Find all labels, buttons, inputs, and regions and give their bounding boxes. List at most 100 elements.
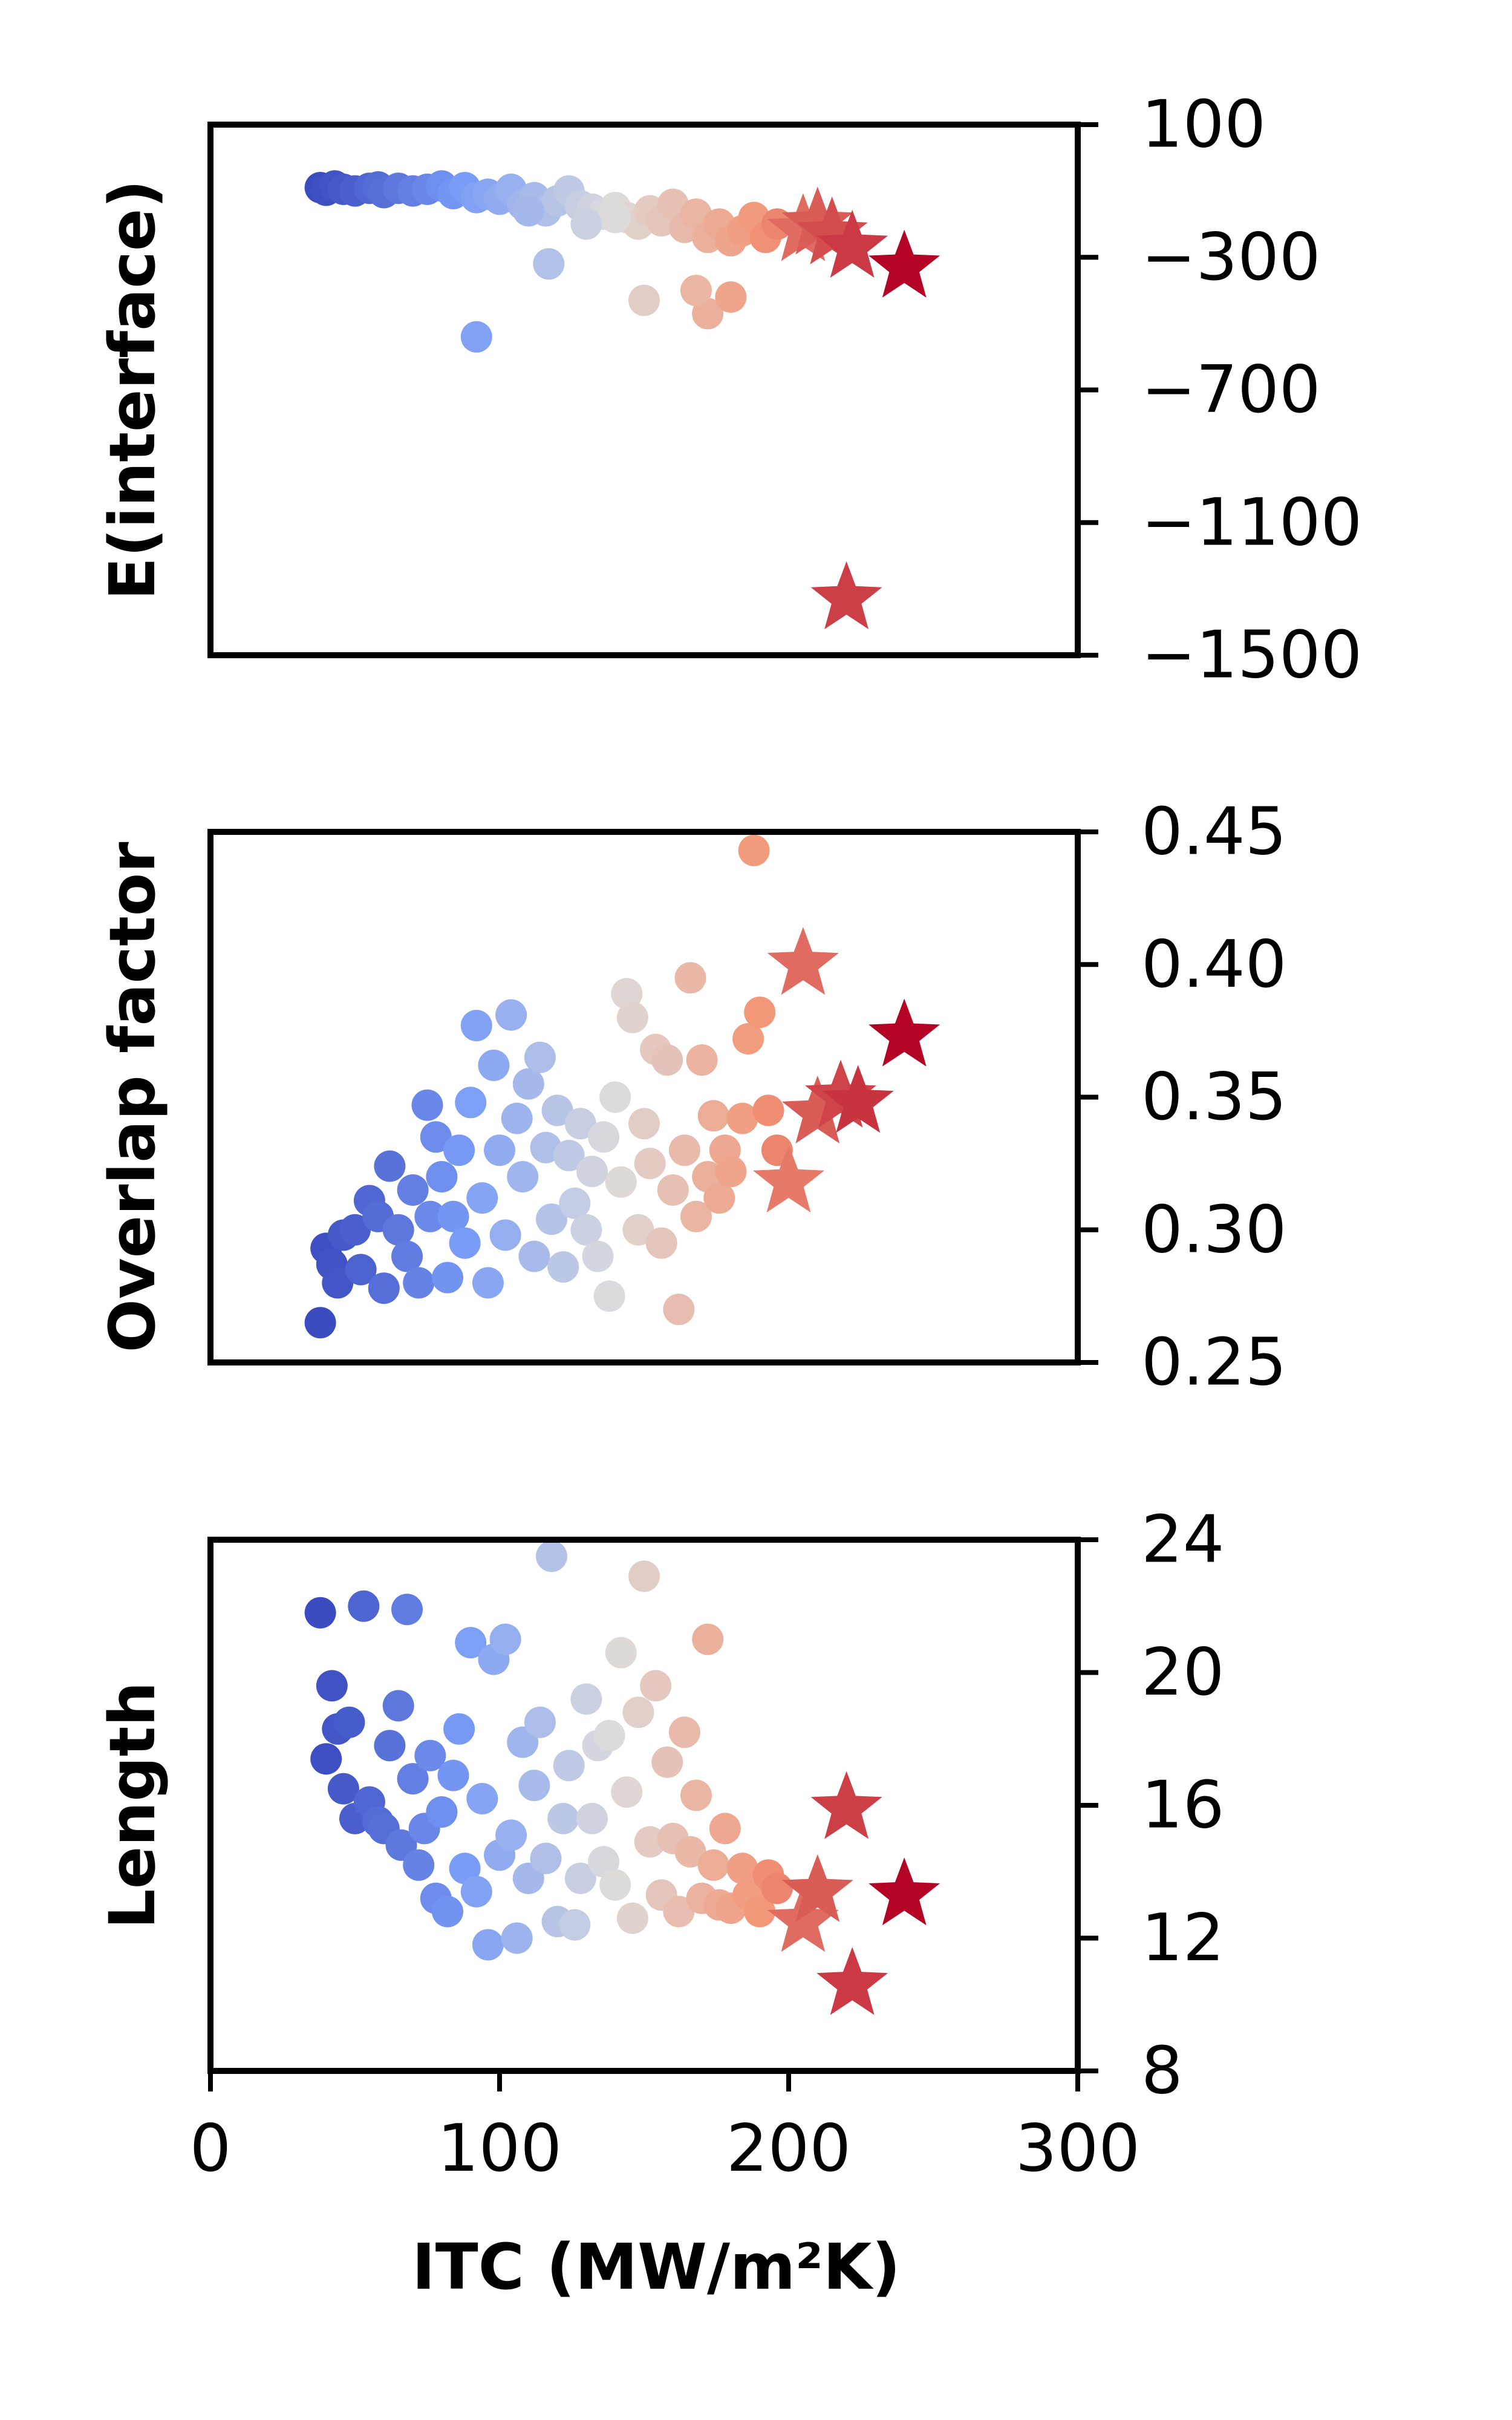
- data-point: [559, 1909, 591, 1941]
- data-point: [489, 1219, 521, 1251]
- data-point: [628, 1108, 660, 1140]
- data-point: [310, 1743, 342, 1775]
- data-point: [761, 1872, 793, 1905]
- data-point: [533, 248, 565, 280]
- data-point: [460, 321, 492, 353]
- data-point: [680, 1779, 712, 1811]
- data-point: [489, 1623, 521, 1655]
- data-point: [391, 1240, 423, 1272]
- data-point: [726, 1102, 758, 1134]
- y-tick-label: −700: [1141, 352, 1321, 428]
- data-point: [744, 1895, 776, 1928]
- data-point: [382, 1214, 414, 1246]
- data-point: [686, 1044, 718, 1076]
- y-tick-label: 12: [1141, 1900, 1224, 1976]
- y-tick-label: 20: [1141, 1635, 1224, 1710]
- star-marker: [810, 561, 882, 629]
- data-point: [518, 1770, 550, 1802]
- data-point: [634, 1148, 666, 1180]
- data-point: [316, 1670, 348, 1702]
- data-point: [368, 1272, 400, 1304]
- data-point: [570, 208, 602, 240]
- y-tick-label: −300: [1141, 220, 1321, 295]
- y-tick-label: −1500: [1141, 618, 1362, 693]
- data-point: [605, 1637, 637, 1669]
- data-point: [593, 1280, 625, 1312]
- data-point: [495, 999, 527, 1031]
- y-tick-label: 24: [1141, 1502, 1224, 1578]
- star-marker: [767, 927, 839, 995]
- data-point: [616, 1001, 648, 1033]
- data-point: [576, 1802, 608, 1834]
- x-tick-label: 200: [726, 2111, 851, 2186]
- data-point: [501, 1102, 533, 1134]
- data-point: [547, 1251, 579, 1283]
- data-point: [599, 1081, 631, 1113]
- data-point: [651, 1044, 683, 1076]
- data-point: [512, 195, 544, 227]
- data-point: [582, 1240, 614, 1272]
- data-point: [397, 1763, 429, 1795]
- data-point: [414, 1739, 446, 1771]
- y-tick-label: 100: [1141, 87, 1266, 163]
- data-point: [564, 1862, 596, 1894]
- data-point: [536, 1203, 567, 1235]
- x-axis-title: ITC (MW/m²K): [412, 2230, 901, 2304]
- data-point: [651, 1746, 683, 1778]
- x-tick-label: 300: [1015, 2111, 1140, 2186]
- data-point: [752, 1094, 784, 1127]
- data-point: [611, 978, 643, 1010]
- data-point: [420, 1121, 452, 1153]
- data-point: [634, 1826, 666, 1858]
- data-point: [403, 1267, 435, 1299]
- data-point: [553, 1750, 585, 1782]
- data-point: [432, 1261, 463, 1293]
- data-point: [599, 1869, 631, 1901]
- data-point: [414, 1200, 446, 1232]
- data-point: [564, 1108, 596, 1140]
- data-point: [333, 1706, 365, 1738]
- data-point: [622, 1214, 654, 1246]
- data-point: [472, 1929, 504, 1961]
- star-marker: [753, 1144, 824, 1212]
- plot-frame: [207, 1537, 1081, 2074]
- data-point: [449, 1853, 481, 1885]
- star-marker: [781, 186, 853, 255]
- data-point: [382, 1690, 414, 1722]
- data-point: [455, 1087, 487, 1119]
- panel-2: 0.45 0.40 0.35 0.30 0.25 Overlap factor: [96, 794, 1286, 1401]
- data-point: [495, 1819, 527, 1851]
- data-point: [524, 1041, 556, 1073]
- y-tick-label: 0.30: [1141, 1192, 1286, 1267]
- data-point: [674, 1836, 706, 1868]
- data-point: [466, 1783, 498, 1814]
- x-tick-label: 0: [190, 2111, 232, 2186]
- data-point: [547, 1802, 579, 1834]
- data-point: [715, 1156, 747, 1188]
- data-point: [622, 1696, 654, 1728]
- data-point: [374, 1730, 406, 1762]
- panel-1: 100 −300 −700 −1100 −1500 E(interface): [96, 87, 1362, 693]
- data-point: [663, 1293, 695, 1326]
- data-point: [345, 1254, 377, 1286]
- star-marker: [868, 1857, 940, 1926]
- star-marker: [822, 1065, 894, 1133]
- data-point: [657, 1174, 689, 1206]
- data-point: [501, 1922, 533, 1954]
- data-point: [322, 1267, 354, 1299]
- data-point: [397, 1174, 429, 1206]
- data-point: [709, 1813, 741, 1845]
- panel-3: 24 20 16 12 8 Length 0 100 200 300 ITC (MW/m²K): [96, 1502, 1224, 2304]
- star-marker: [781, 1854, 853, 1922]
- star-marker: [868, 229, 940, 298]
- data-point: [512, 1068, 544, 1100]
- data-point: [703, 1182, 735, 1214]
- data-point: [738, 834, 770, 866]
- data-point: [530, 1842, 562, 1874]
- data-point: [536, 1540, 567, 1572]
- data-point: [605, 1166, 637, 1198]
- data-point: [628, 1560, 660, 1592]
- y-tick-label: −1100: [1141, 485, 1362, 560]
- y-axis-title: Overlap factor: [96, 842, 169, 1352]
